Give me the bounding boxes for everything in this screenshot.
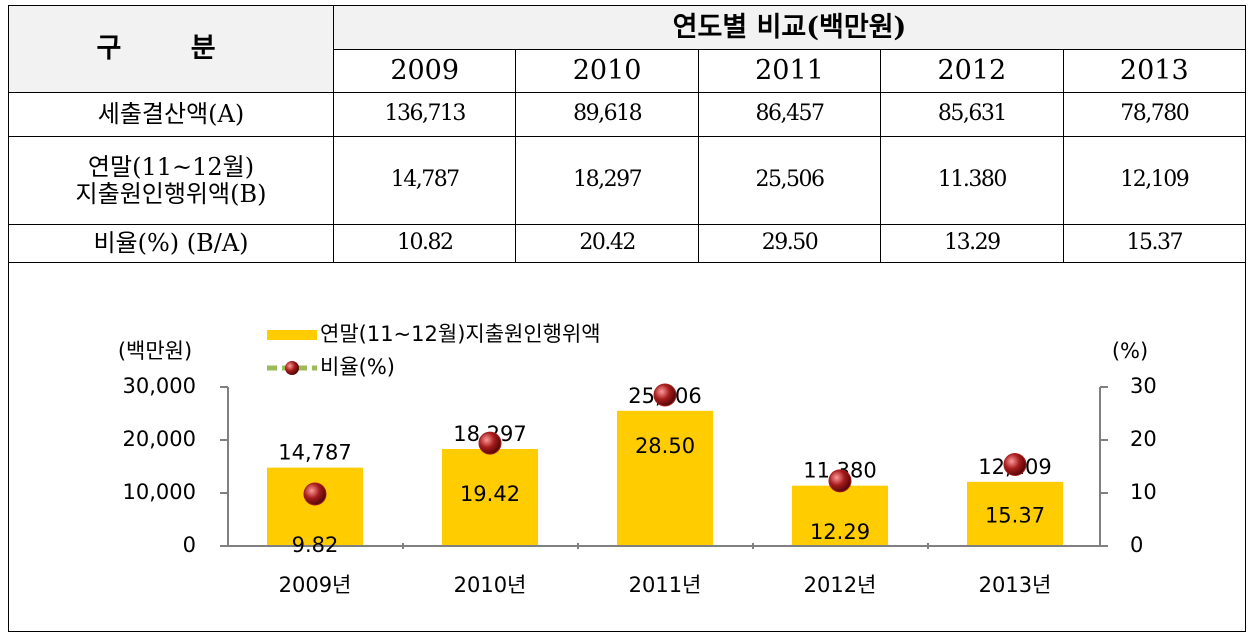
year-header: 2011 — [697, 49, 882, 93]
point-label: 9.82 — [292, 533, 339, 557]
y-axis-label: (백만원) — [118, 339, 192, 363]
x-tick-label: 2009년 — [279, 573, 352, 597]
corner-cell: 구 분 — [8, 5, 334, 93]
bar-label: 14,787 — [278, 441, 351, 465]
table-row: 비율(%) (B/A) 10.82 20.42 29.50 13.29 15.37 — [8, 224, 1247, 263]
cell: 14,787 — [332, 136, 517, 225]
row-label-line: 연말(11~12월) — [87, 153, 255, 182]
cell: 25,506 — [697, 136, 882, 225]
cell: 20.42 — [515, 224, 699, 263]
y-tick-label: 0 — [183, 533, 196, 557]
y2-tick-label: 30 — [1130, 374, 1157, 398]
cell: 15.37 — [1062, 224, 1247, 263]
y2-tick-label: 10 — [1130, 480, 1157, 504]
year-header: 2013 — [1062, 49, 1247, 93]
y2-tick-label: 20 — [1130, 427, 1157, 451]
row-label-line: 비율(%) (B/A) — [93, 229, 249, 258]
legend-marker — [285, 361, 299, 375]
row-label-line: 지출원인행위액(B) — [75, 179, 267, 208]
y-tick-label: 10,000 — [123, 480, 196, 504]
bar — [967, 481, 1063, 546]
cell: 136,713 — [332, 92, 517, 137]
row-label: 연말(11~12월) 지출원인행위액(B) — [8, 136, 334, 225]
bar — [617, 410, 713, 546]
y-tick-label: 20,000 — [123, 427, 196, 451]
cell: 86,457 — [697, 92, 882, 137]
point-label: 12.29 — [810, 520, 870, 544]
x-tick-label: 2012년 — [804, 573, 877, 597]
header-row: 구 분 연도별 비교(백만원) — [8, 5, 1246, 93]
point-label: 28.50 — [635, 434, 695, 458]
row-label: 비율(%) (B/A) — [8, 224, 334, 263]
point — [653, 383, 677, 407]
cell: 12,109 — [1062, 136, 1247, 225]
point-label: 15.37 — [985, 504, 1045, 528]
table-body: 구 분 연도별 비교(백만원) 2009 2010 2011 2012 2013 세출결산액(… — [8, 5, 1247, 263]
year-header: 2012 — [880, 49, 1064, 93]
point-label: 19.42 — [460, 482, 520, 506]
chart-frame — [8, 263, 1246, 632]
y-tick-label: 30,000 — [123, 374, 196, 398]
cell: 89,618 — [515, 92, 699, 137]
point — [828, 469, 852, 493]
data-table: 구 분 연도별 비교(백만원) 2009 2010 2011 2012 2013 세출결산액(… — [8, 5, 1247, 263]
y2-axis-label: (%) — [1112, 339, 1148, 363]
point — [303, 482, 327, 506]
cell: 13.29 — [880, 224, 1064, 263]
point — [478, 431, 502, 455]
table-row: 연말(11~12월) 지출원인행위액(B) 14,787 18,297 25,506 11… — [8, 136, 1247, 225]
cell: 10.82 — [332, 224, 517, 263]
point — [1003, 453, 1027, 477]
row-label: 세출결산액(A) — [8, 92, 334, 137]
x-tick-label: 2011년 — [629, 573, 702, 597]
cell: 11.380 — [880, 136, 1064, 225]
legend-swatch — [267, 330, 317, 340]
bar — [442, 449, 538, 546]
header-row: 2009 2010 2011 2012 2013 — [9, 49, 1247, 93]
bar — [267, 467, 363, 546]
legend-label: 비율(%) — [320, 355, 395, 379]
legend-label: 연말(11~12월)지출원인행위액 — [320, 322, 601, 346]
x-tick-label: 2010년 — [454, 573, 527, 597]
group-header: 연도별 비교(백만원) — [333, 5, 1246, 50]
bar — [792, 485, 888, 546]
x-tick-label: 2013년 — [979, 573, 1052, 597]
y2-tick-label: 0 — [1130, 533, 1143, 557]
row-label-line: 세출결산액(A) — [97, 100, 245, 129]
